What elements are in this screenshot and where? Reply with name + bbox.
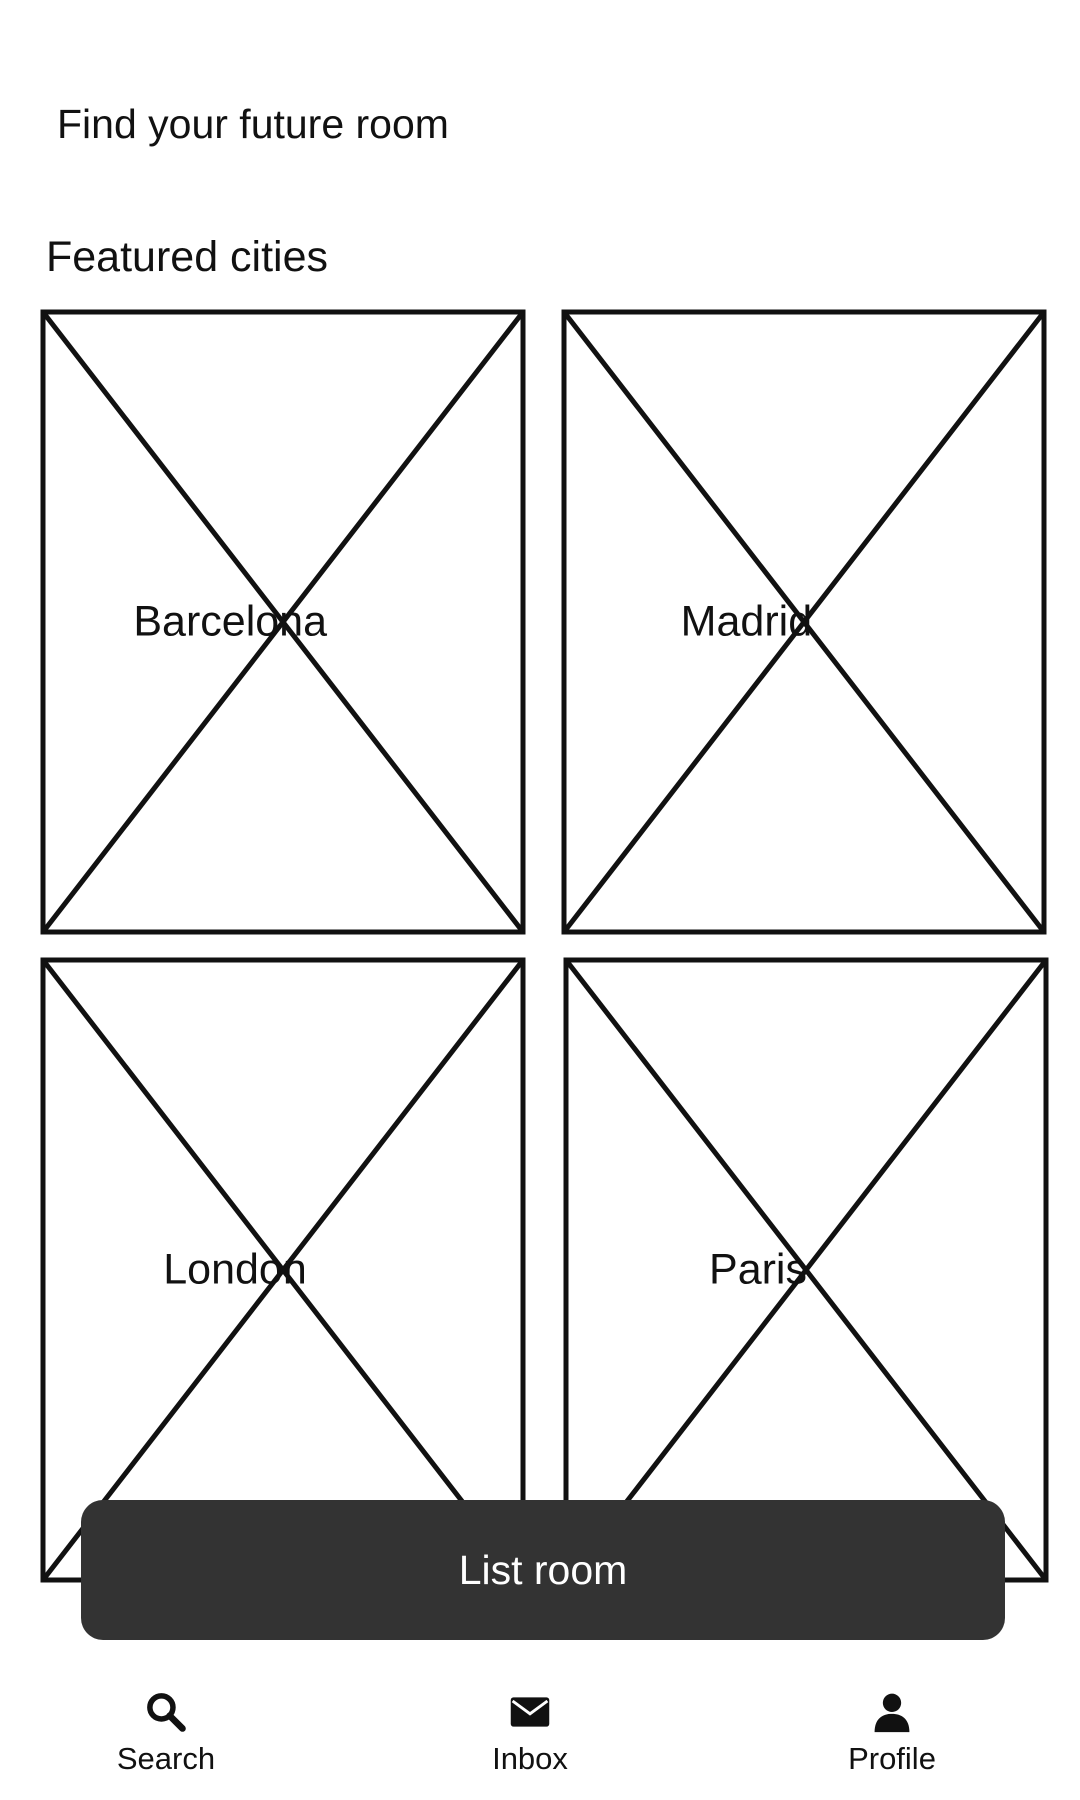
page-title: Find your future room [57, 101, 449, 147]
image-placeholder-icon [43, 312, 523, 932]
city-name: Paris [709, 1245, 807, 1294]
bottom-navigation: Search Inbox Profile [0, 1690, 1080, 1800]
nav-item-inbox[interactable]: Inbox [410, 1690, 650, 1800]
search-icon [147, 1693, 186, 1732]
nav-label-profile: Profile [848, 1741, 936, 1776]
city-card-barcelona[interactable]: Barcelona [43, 312, 523, 932]
list-room-button[interactable]: List room [81, 1500, 1005, 1640]
nav-label-inbox: Inbox [492, 1741, 568, 1776]
image-placeholder-icon [564, 312, 1044, 932]
city-name: Barcelona [133, 597, 328, 646]
city-card-paris[interactable]: Paris [566, 960, 1046, 1580]
city-card-london[interactable]: London [43, 960, 523, 1580]
nav-label-search: Search [116, 1741, 216, 1776]
person-icon [874, 1693, 910, 1733]
nav-item-profile[interactable]: Profile [772, 1690, 1012, 1800]
mail-icon [510, 1697, 550, 1727]
city-name: London [163, 1245, 307, 1294]
city-name: Madrid [680, 597, 813, 646]
nav-item-search[interactable]: Search [46, 1690, 286, 1800]
featured-cities-heading: Featured cities [46, 233, 329, 281]
city-card-madrid[interactable]: Madrid [564, 312, 1044, 932]
